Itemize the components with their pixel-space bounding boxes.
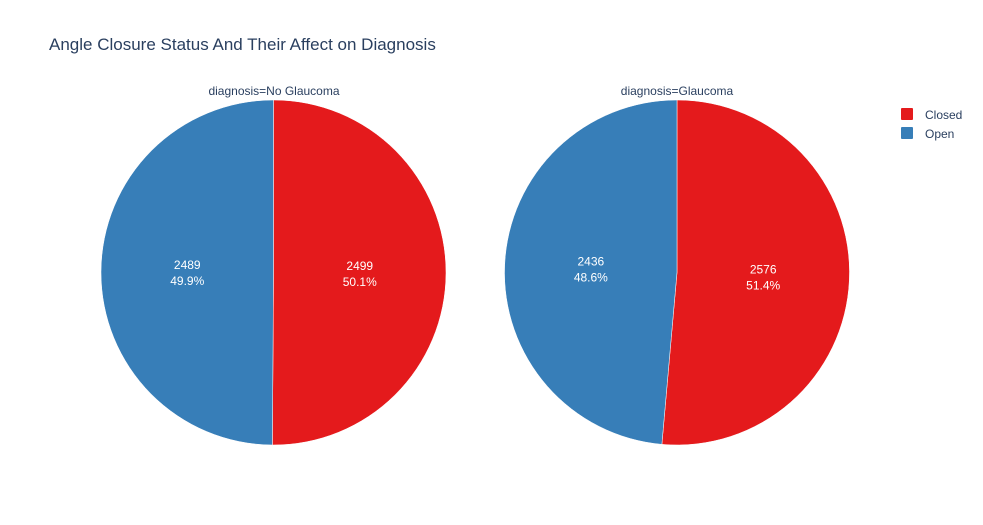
pie-slice-glaucoma-open[interactable]	[504, 99, 678, 445]
slice-value-glaucoma-open: 2436	[577, 255, 604, 269]
slice-percent-glaucoma-open: 48.6%	[574, 271, 608, 285]
slice-label-glaucoma-open: 2436 48.6%	[574, 255, 608, 285]
slice-value-glaucoma-closed: 2576	[750, 262, 777, 276]
legend-swatch-closed	[901, 108, 913, 120]
legend-label-open: Open	[925, 127, 954, 141]
legend-swatch-open	[901, 127, 913, 139]
slice-label-no-glaucoma-open: 2489 49.9%	[170, 258, 204, 288]
legend-item-closed[interactable]: Closed	[901, 108, 962, 122]
pie-glaucoma: 2576 51.4% 2436 48.6%	[504, 99, 850, 446]
legend-label-closed: Closed	[925, 108, 962, 122]
pie-slice-no-glaucoma-closed[interactable]	[272, 99, 447, 446]
slice-percent-glaucoma-closed: 51.4%	[746, 278, 780, 292]
slice-value-no-glaucoma-open: 2489	[174, 258, 201, 272]
pie-subtitle-no-glaucoma: diagnosis=No Glaucoma	[208, 84, 339, 98]
pie-slice-glaucoma-closed[interactable]	[661, 99, 850, 446]
slice-percent-no-glaucoma-open: 49.9%	[170, 274, 204, 288]
pie-slice-no-glaucoma-open[interactable]	[100, 99, 274, 446]
slice-value-no-glaucoma-closed: 2499	[346, 259, 373, 273]
pie-subtitle-glaucoma: diagnosis=Glaucoma	[621, 84, 734, 98]
pie-no-glaucoma: 2499 50.1% 2489 49.9%	[100, 99, 447, 446]
slice-label-no-glaucoma-closed: 2499 50.1%	[343, 259, 377, 289]
slice-percent-no-glaucoma-closed: 50.1%	[343, 275, 377, 289]
chart-title: Angle Closure Status And Their Affect on…	[49, 35, 436, 54]
legend-item-open[interactable]: Open	[901, 127, 954, 141]
slice-label-glaucoma-closed: 2576 51.4%	[746, 262, 780, 292]
legend: Closed Open	[901, 108, 962, 141]
